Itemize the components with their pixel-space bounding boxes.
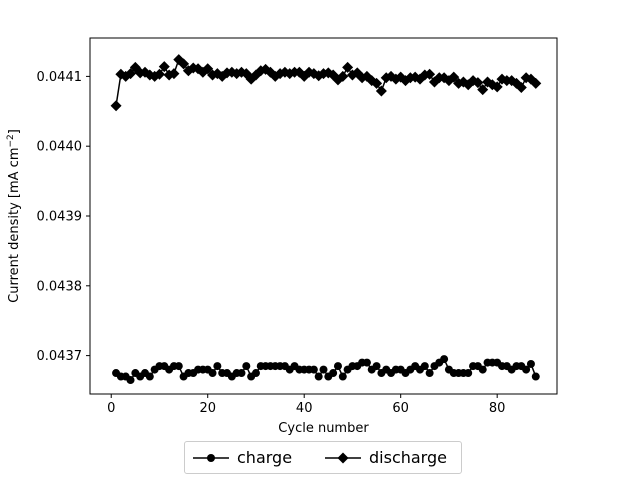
data-point-discharge — [158, 61, 170, 73]
legend: charge discharge — [184, 441, 462, 474]
data-point-charge — [333, 362, 342, 371]
legend-entry-charge: charge — [193, 442, 292, 473]
data-point-discharge — [477, 84, 489, 96]
data-point-discharge — [472, 77, 484, 89]
data-point-charge — [440, 355, 449, 364]
data-point-discharge — [245, 73, 257, 85]
data-point-discharge — [491, 81, 503, 93]
y-tick-label: 0.0439 — [37, 210, 83, 225]
data-point-discharge — [375, 85, 387, 97]
data-point-charge — [242, 362, 251, 371]
diamond-marker-icon — [325, 452, 361, 463]
data-point-discharge — [125, 68, 137, 80]
data-point-charge — [145, 372, 154, 381]
x-tick-label: 80 — [489, 401, 506, 416]
data-point-charge — [208, 369, 217, 378]
legend-label-discharge: discharge — [369, 448, 447, 467]
data-point-charge — [372, 362, 381, 371]
data-point-charge — [522, 365, 531, 374]
data-point-charge — [338, 372, 347, 381]
data-point-charge — [526, 359, 535, 368]
data-point-charge — [237, 369, 246, 378]
data-point-charge — [319, 365, 328, 374]
data-point-discharge — [530, 77, 542, 89]
data-point-charge — [362, 358, 371, 367]
y-axis-label: Current density [mA cm−2] — [6, 129, 22, 303]
axes-frame — [89, 37, 558, 395]
data-point-charge — [126, 376, 135, 385]
data-point-discharge — [168, 68, 180, 80]
x-tick-label: 0 — [107, 401, 115, 416]
data-point-charge — [213, 362, 222, 371]
x-axis-label: Cycle number — [278, 421, 369, 436]
legend-entry-discharge: discharge — [325, 442, 447, 473]
data-point-charge — [531, 372, 540, 381]
legend-label-charge: charge — [237, 448, 293, 467]
data-point-discharge — [178, 58, 190, 70]
data-point-charge — [309, 365, 318, 374]
y-axis: 0.0437 0.0438 0.0439 0.0440 0.0441 — [37, 70, 90, 364]
data-point-charge — [464, 369, 473, 378]
data-point-charge — [251, 369, 260, 378]
data-point-discharge — [424, 68, 436, 80]
x-tick-label: 60 — [392, 401, 409, 416]
y-tick-label: 0.0438 — [37, 279, 83, 294]
x-tick-label: 40 — [296, 401, 313, 416]
data-point-charge — [329, 369, 338, 378]
data-point-discharge — [153, 68, 165, 80]
x-tick-label: 20 — [199, 401, 216, 416]
y-tick-label: 0.0440 — [37, 140, 83, 155]
plot-area — [110, 54, 542, 385]
data-point-charge — [174, 362, 183, 371]
data-point-discharge — [448, 71, 460, 83]
data-point-discharge — [337, 70, 349, 82]
data-point-charge — [420, 362, 429, 371]
data-point-discharge — [202, 63, 214, 75]
circle-marker-icon — [193, 453, 229, 462]
data-point-charge — [478, 365, 487, 374]
data-point-discharge — [342, 61, 354, 73]
data-point-discharge — [371, 77, 383, 89]
data-point-charge — [314, 372, 323, 381]
y-tick-label: 0.0441 — [37, 70, 83, 85]
data-point-discharge — [515, 82, 527, 94]
x-axis: 0 20 40 60 80 — [107, 394, 505, 416]
data-point-charge — [425, 369, 434, 378]
data-point-discharge — [110, 100, 122, 112]
y-tick-label: 0.0437 — [37, 349, 83, 364]
